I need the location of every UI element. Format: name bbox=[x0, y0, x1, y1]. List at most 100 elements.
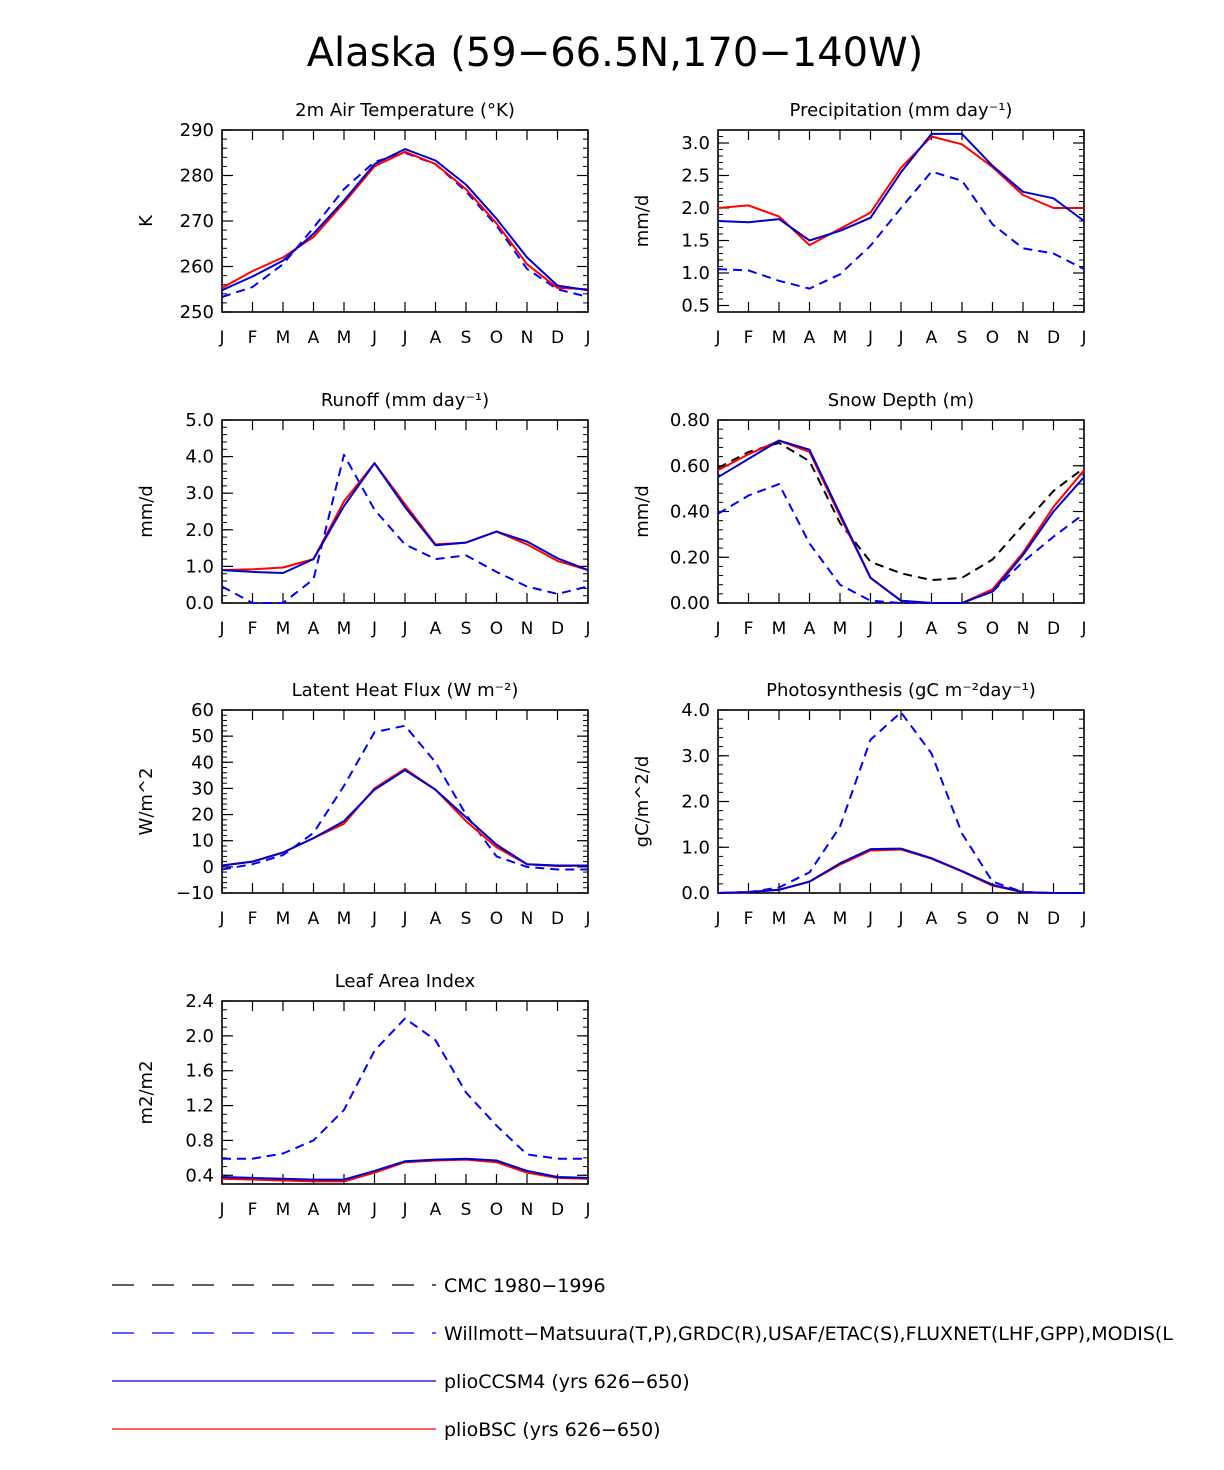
x-tick-label: S bbox=[461, 328, 472, 348]
y-tick-label: 270 bbox=[180, 211, 214, 232]
x-tick-label: J bbox=[584, 328, 590, 348]
x-tick-label: A bbox=[308, 909, 320, 929]
y-tick-label: −10 bbox=[176, 883, 214, 904]
y-tick-label: 1.2 bbox=[185, 1096, 214, 1117]
panel-runoff: Runoff (mm day⁻¹)J F M A M J J A S O N D J0.01.02.03… bbox=[136, 390, 591, 639]
x-tick-label: N bbox=[1017, 909, 1030, 929]
panel-snow: Snow Depth (m)J F M A M J J A S O N D J0.000.200.400… bbox=[632, 390, 1087, 639]
x-tick-label: M bbox=[772, 619, 787, 639]
x-tick-label: J bbox=[897, 909, 903, 929]
x-tick-label: M bbox=[337, 328, 352, 348]
x-tick-label: J bbox=[867, 909, 873, 929]
y-tick-label: 0.4 bbox=[185, 1165, 214, 1186]
x-tick-label: A bbox=[430, 909, 442, 929]
x-tick-label: A bbox=[430, 1200, 442, 1220]
x-tick-label: O bbox=[490, 328, 503, 348]
y-tick-label: 1.6 bbox=[185, 1061, 214, 1082]
x-tick-label: J bbox=[897, 619, 903, 639]
y-tick-label: 0 bbox=[203, 857, 214, 878]
x-tick-label: D bbox=[1047, 909, 1060, 929]
y-tick-label: 20 bbox=[191, 805, 214, 826]
plot-frame bbox=[717, 709, 1085, 894]
series-line-obs bbox=[222, 1017, 588, 1160]
x-tick-label: J bbox=[218, 328, 224, 348]
x-tick-label: M bbox=[772, 909, 787, 929]
legend-label: plioBSC (yrs 626−650) bbox=[444, 1419, 661, 1441]
y-tick-label: 3.0 bbox=[681, 746, 710, 767]
series-line-bsc bbox=[221, 767, 589, 868]
x-tick-label: J bbox=[401, 1200, 407, 1220]
x-tick-label: A bbox=[926, 909, 938, 929]
x-tick-label: S bbox=[957, 619, 968, 639]
x-tick-label: M bbox=[276, 909, 291, 929]
y-tick-label: 1.0 bbox=[185, 556, 214, 577]
x-tick-label: F bbox=[248, 328, 258, 348]
panel-title: Photosynthesis (gC m⁻²day⁻¹) bbox=[766, 680, 1036, 701]
plot-frame bbox=[221, 419, 589, 604]
series-line-obs bbox=[221, 151, 589, 298]
plot-frame bbox=[717, 129, 1085, 313]
x-tick-label: N bbox=[521, 909, 534, 929]
y-tick-label: 10 bbox=[191, 831, 214, 852]
y-tick-label: 2.0 bbox=[185, 520, 214, 541]
y-tick-label: 5.0 bbox=[185, 410, 214, 431]
y-tick-label: 4.0 bbox=[681, 700, 710, 721]
x-tick-label: S bbox=[957, 909, 968, 929]
x-tick-label: M bbox=[337, 909, 352, 929]
y-tick-label: 0.80 bbox=[670, 410, 710, 431]
y-tick-label: 30 bbox=[191, 778, 214, 799]
x-tick-label: A bbox=[430, 619, 442, 639]
x-tick-label: J bbox=[867, 328, 873, 348]
series-line-cmc bbox=[717, 441, 1085, 582]
x-tick-label: J bbox=[714, 328, 720, 348]
x-tick-label: D bbox=[551, 909, 564, 929]
x-tick-label: J bbox=[218, 1200, 224, 1220]
x-tick-label: N bbox=[1017, 328, 1030, 348]
x-tick-label: O bbox=[490, 909, 503, 929]
x-tick-label: F bbox=[248, 1200, 258, 1220]
plot-frame bbox=[717, 419, 1085, 604]
plot-frame bbox=[221, 1000, 589, 1185]
x-tick-label: A bbox=[308, 619, 320, 639]
x-tick-label: D bbox=[551, 1200, 564, 1220]
x-tick-label: J bbox=[371, 1200, 377, 1220]
y-tick-label: 280 bbox=[180, 166, 214, 187]
panel-title: Leaf Area Index bbox=[335, 971, 476, 992]
y-tick-label: 2.4 bbox=[185, 991, 214, 1012]
x-tick-label: J bbox=[218, 909, 224, 929]
panels: 2m Air Temperature (°K)J F M A M J J A S O N D J2502… bbox=[136, 100, 1087, 1220]
y-tick-label: 250 bbox=[180, 302, 214, 323]
x-tick-label: N bbox=[521, 328, 534, 348]
y-tick-label: 60 bbox=[191, 700, 214, 721]
x-tick-label: D bbox=[1047, 328, 1060, 348]
y-axis-label: m2/m2 bbox=[136, 1060, 157, 1124]
panel-gpp: Photosynthesis (gC m⁻²day⁻¹)J F M A M J J A S O N D… bbox=[632, 680, 1087, 929]
x-tick-label: O bbox=[490, 1200, 503, 1220]
series-line-ccsm4 bbox=[717, 439, 1085, 604]
x-tick-label: J bbox=[584, 909, 590, 929]
y-tick-label: 1.0 bbox=[681, 837, 710, 858]
x-tick-label: A bbox=[430, 328, 442, 348]
x-tick-label: S bbox=[461, 909, 472, 929]
x-tick-label: M bbox=[276, 619, 291, 639]
legend-label: CMC 1980−1996 bbox=[444, 1275, 606, 1297]
x-tick-label: J bbox=[897, 328, 903, 348]
x-tick-label: F bbox=[744, 328, 754, 348]
y-tick-label: 3.0 bbox=[185, 483, 214, 504]
panel-title: Latent Heat Flux (W m⁻²) bbox=[292, 680, 519, 701]
series-line-bsc bbox=[221, 462, 589, 572]
x-tick-label: J bbox=[1080, 328, 1086, 348]
legend-item-ccsm4: plioCCSM4 (yrs 626−650) bbox=[112, 1371, 690, 1393]
y-tick-label: 2.0 bbox=[681, 198, 710, 219]
series-line-ccsm4 bbox=[221, 769, 588, 867]
x-tick-label: A bbox=[926, 619, 938, 639]
legend-label: plioCCSM4 (yrs 626−650) bbox=[444, 1371, 690, 1393]
x-tick-label: O bbox=[490, 619, 503, 639]
series-line-obs bbox=[717, 711, 1084, 894]
y-axis-label: K bbox=[136, 214, 157, 227]
x-tick-label: J bbox=[401, 909, 407, 929]
x-tick-label: F bbox=[248, 909, 258, 929]
legend-item-cmc: CMC 1980−1996 bbox=[112, 1275, 606, 1297]
x-tick-label: N bbox=[521, 619, 534, 639]
